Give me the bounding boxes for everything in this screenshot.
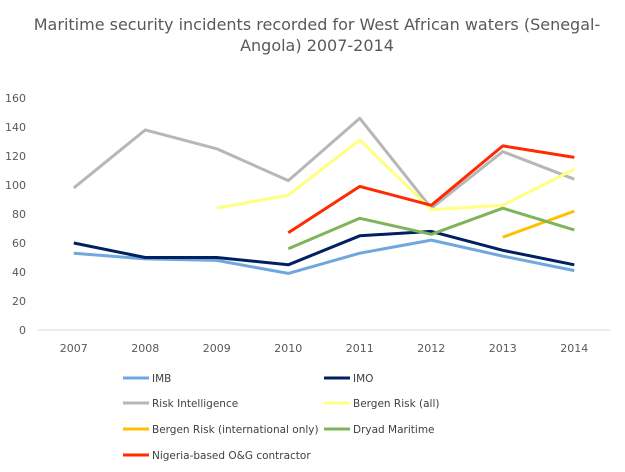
series-lines bbox=[72, 116, 575, 275]
x-tick-label: 2008 bbox=[131, 342, 159, 355]
series-line-imo bbox=[73, 229, 575, 267]
y-axis-ticks: 0 20 40 60 80 100 120 140 160 bbox=[5, 92, 26, 337]
legend-label: Nigeria-based O&G contractor bbox=[152, 450, 311, 462]
x-axis-ticks: 2007 2008 2009 2010 2011 2012 2013 2014 bbox=[60, 342, 589, 355]
legend-label: Dryad Maritime bbox=[353, 424, 435, 436]
y-tick-label: 160 bbox=[5, 92, 26, 105]
series-line-nigeria-based-o-g-contractor bbox=[287, 144, 575, 235]
y-tick-label: 40 bbox=[12, 266, 26, 279]
y-tick-label: 80 bbox=[12, 208, 26, 221]
legend-label: Bergen Risk (all) bbox=[353, 398, 439, 410]
y-tick-label: 0 bbox=[19, 324, 26, 337]
y-tick-label: 120 bbox=[5, 150, 26, 163]
chart-title-line-2: Angola) 2007-2014 bbox=[240, 36, 394, 55]
legend-label: IMB bbox=[152, 373, 171, 385]
x-tick-label: 2010 bbox=[274, 342, 302, 355]
series-line-bergen-risk-all bbox=[216, 138, 575, 212]
series-line-imb bbox=[73, 238, 575, 275]
y-tick-label: 140 bbox=[5, 121, 26, 134]
x-tick-label: 2007 bbox=[60, 342, 88, 355]
y-tick-label: 20 bbox=[12, 295, 26, 308]
y-tick-label: 100 bbox=[5, 179, 26, 192]
x-tick-label: 2013 bbox=[489, 342, 517, 355]
legend-label: Risk Intelligence bbox=[152, 398, 238, 410]
legend-label: IMO bbox=[353, 373, 373, 385]
legend-label: Bergen Risk (international only) bbox=[152, 424, 319, 436]
x-tick-label: 2011 bbox=[346, 342, 374, 355]
series-line-risk-intelligence bbox=[72, 116, 575, 210]
chart-title-line-1: Maritime security incidents recorded for… bbox=[34, 15, 600, 34]
x-tick-label: 2014 bbox=[560, 342, 588, 355]
series-line-bergen-risk-international-only bbox=[502, 209, 575, 239]
x-tick-label: 2012 bbox=[417, 342, 445, 355]
legend: IMB IMO Risk Intelligence Bergen Risk (all)… bbox=[123, 373, 439, 462]
y-tick-label: 60 bbox=[12, 237, 26, 250]
x-tick-label: 2009 bbox=[203, 342, 231, 355]
series-line-dryad-maritime bbox=[287, 206, 575, 251]
